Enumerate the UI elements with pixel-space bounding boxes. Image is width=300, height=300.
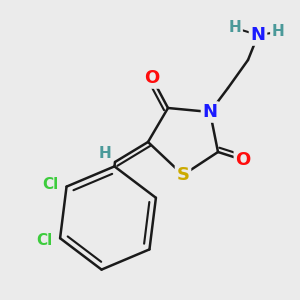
- Text: H: H: [272, 25, 284, 40]
- Text: N: N: [250, 26, 266, 44]
- Text: H: H: [99, 146, 111, 161]
- Text: S: S: [176, 166, 190, 184]
- Text: O: O: [236, 151, 250, 169]
- Text: Cl: Cl: [36, 233, 52, 248]
- Text: N: N: [202, 103, 217, 121]
- Text: Cl: Cl: [42, 177, 59, 192]
- Text: H: H: [229, 20, 242, 35]
- Text: O: O: [144, 69, 160, 87]
